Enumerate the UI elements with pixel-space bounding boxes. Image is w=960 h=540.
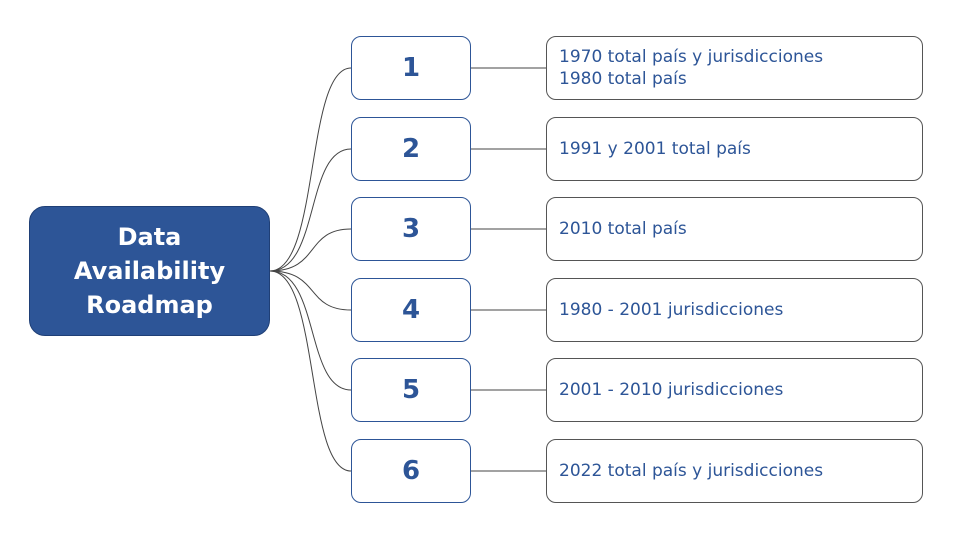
step-node-1: 1	[351, 36, 471, 100]
step-number: 3	[401, 214, 421, 244]
step-number: 6	[401, 456, 421, 486]
step-node-5: 5	[351, 358, 471, 422]
step-node-4: 4	[351, 278, 471, 342]
root-node: Data Availability Roadmap	[29, 206, 270, 336]
step-description-2: 1991 y 2001 total país	[546, 117, 923, 181]
step-node-2: 2	[351, 117, 471, 181]
connector-root-to-2	[269, 148, 352, 272]
step-description-5: 2001 - 2010 jurisdicciones	[546, 358, 923, 422]
step-description-4: 1980 - 2001 jurisdicciones	[546, 278, 923, 342]
connector-root-to-3	[269, 228, 352, 272]
description-line: 1970 total país y jurisdicciones	[559, 47, 824, 67]
step-description-1: 1970 total país y jurisdicciones 1980 to…	[546, 36, 923, 100]
connector-root-to-6	[269, 270, 352, 472]
step-node-6: 6	[351, 439, 471, 503]
description-line: 1991 y 2001 total país	[559, 139, 751, 159]
connector-root-to-5	[269, 270, 352, 391]
step-description-6: 2022 total país y jurisdicciones	[546, 439, 923, 503]
step-description-3: 2010 total país	[546, 197, 923, 261]
step-node-3: 3	[351, 197, 471, 261]
step-number: 5	[401, 375, 421, 405]
step-number: 4	[401, 295, 421, 325]
description-line: 1980 total país	[559, 69, 687, 89]
step-number: 1	[401, 53, 421, 83]
connector-root-to-4	[269, 270, 352, 311]
description-line: 2022 total país y jurisdicciones	[559, 461, 824, 481]
connector-root-to-1	[269, 67, 352, 272]
root-title: Data Availability Roadmap	[73, 223, 226, 319]
step-number: 2	[401, 134, 421, 164]
description-line: 2010 total país	[559, 219, 687, 239]
description-line: 2001 - 2010 jurisdicciones	[559, 380, 784, 400]
description-line: 1980 - 2001 jurisdicciones	[559, 300, 784, 320]
